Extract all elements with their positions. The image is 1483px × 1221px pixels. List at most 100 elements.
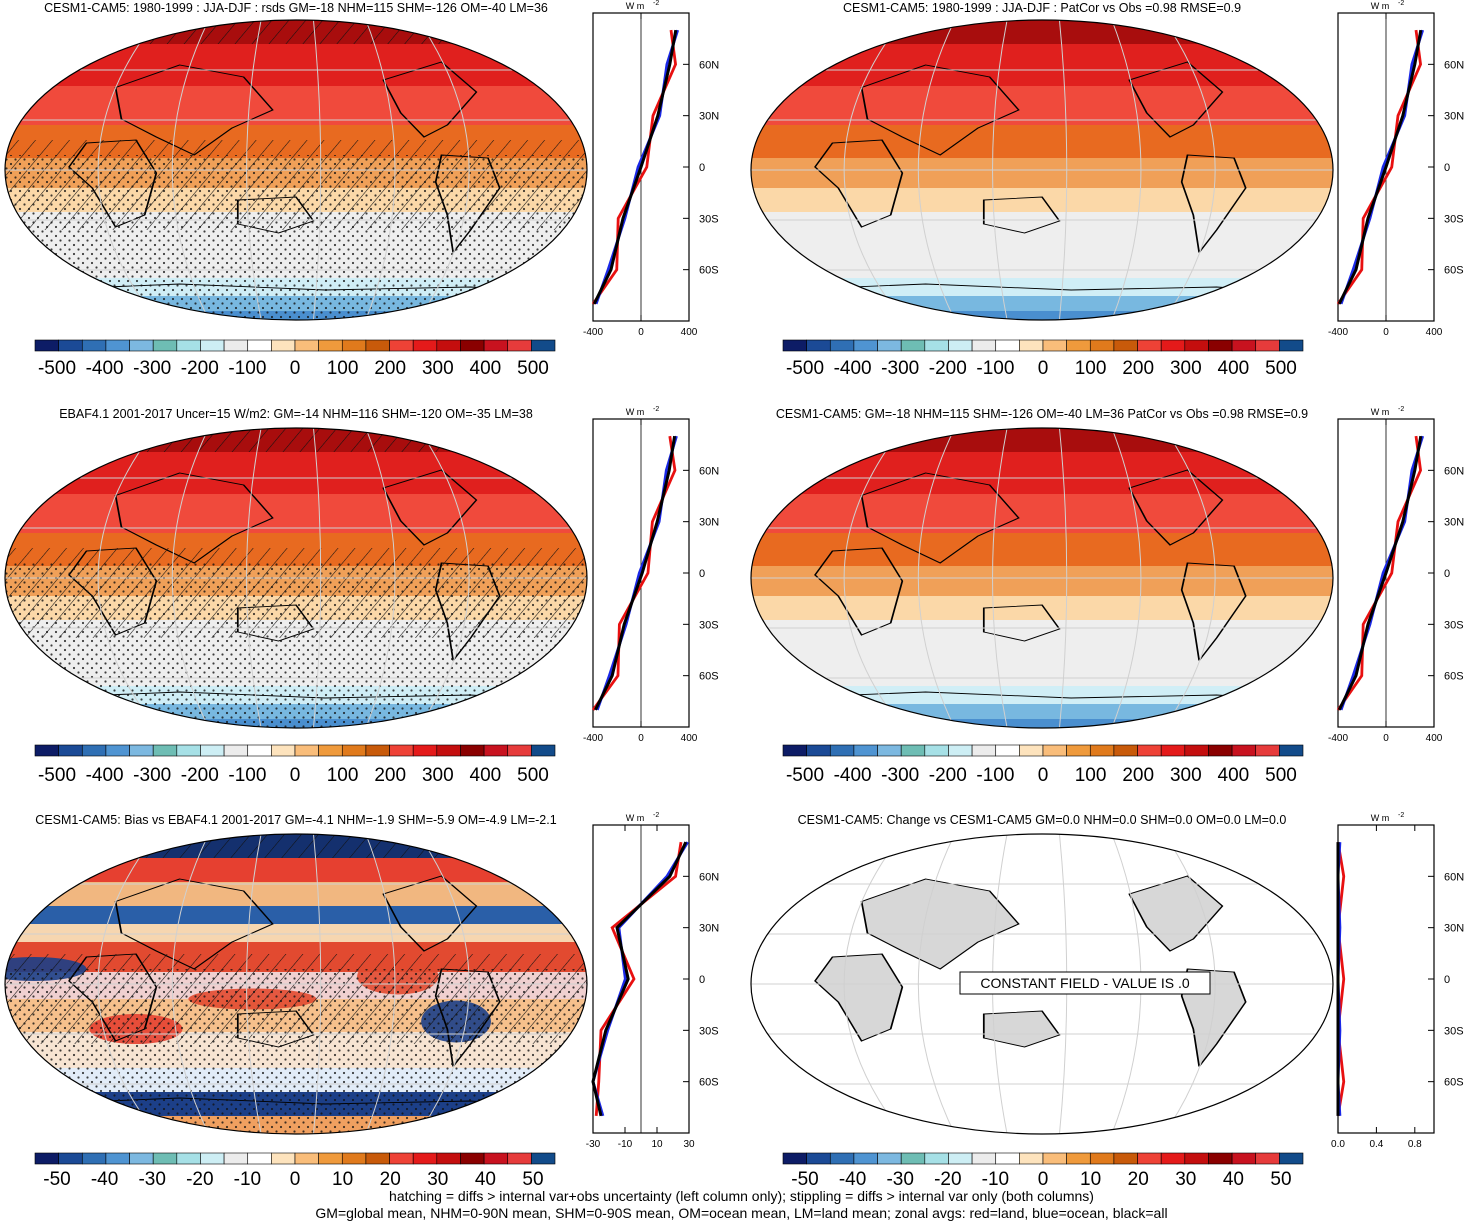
colorbar-tick-label: 50: [1270, 1169, 1291, 1190]
zonal-land-line: [591, 29, 677, 305]
colorbar-swatch: [1255, 339, 1280, 352]
colorbar-tick-label: 500: [517, 765, 549, 786]
colorbar-swatch: [34, 744, 59, 757]
zonal-lat-label: 0: [699, 162, 705, 174]
colorbar-tick-label: -300: [881, 765, 919, 786]
field-band-1: [5, 44, 587, 87]
colorbar-swatch: [900, 744, 926, 757]
colorbar-swatch: [460, 1152, 485, 1165]
zonal-land-line: [1336, 29, 1422, 305]
colorbar-swatch: [1160, 744, 1186, 757]
map-border: [4, 19, 588, 321]
colorbar-swatch: [877, 744, 902, 757]
colorbar-swatch: [412, 744, 438, 757]
zonal-lat-label: 0: [1444, 162, 1450, 174]
zonal-x-tick-label: 0: [1383, 733, 1389, 744]
colorbar-tick-label: 100: [327, 358, 359, 379]
field-band-1: [751, 452, 1333, 495]
colorbar-swatch: [271, 1152, 296, 1165]
colorbar-swatch: [1113, 1152, 1138, 1165]
colorbar-swatch: [531, 744, 556, 757]
panel-title: CESM1-CAM5: Change vs CESM1-CAM5 GM=0.0 …: [798, 813, 1287, 827]
colorbar-tick-label: -20: [934, 1169, 961, 1190]
zonal-x-tick-label: 10: [651, 1139, 663, 1150]
colorbar-tick-label: 0: [290, 765, 301, 786]
colorbar-tick-label: 0: [1038, 1169, 1049, 1190]
colorbar-tick-label: -30: [886, 1169, 913, 1190]
colorbar-swatch: [223, 339, 249, 352]
zonal-land-line: [1336, 435, 1422, 711]
zonal-x-tick-label: 400: [1426, 733, 1443, 744]
colorbar-swatch: [507, 744, 532, 757]
panel-p2: CESM1-CAM5: 1980-1999 : JJA-DJF : PatCor…: [750, 0, 1464, 379]
zonal-lat-label: 30N: [699, 923, 719, 935]
colorbar-tick-label: 500: [1265, 765, 1297, 786]
colorbar-swatch: [1019, 744, 1044, 757]
colorbar-tick-label: 200: [374, 358, 406, 379]
colorbar-swatch: [924, 1152, 949, 1165]
zonal-units-exponent: -2: [1398, 0, 1404, 7]
colorbar-tick-label: 200: [1122, 765, 1154, 786]
panel-title: CESM1-CAM5: 1980-1999 : JJA-DJF : rsds G…: [44, 1, 548, 15]
colorbar-tick-label: 400: [470, 765, 502, 786]
colorbar-swatch: [81, 744, 107, 757]
colorbar-tick-label: 40: [475, 1169, 496, 1190]
colorbar-swatch: [105, 339, 130, 352]
colorbar-swatch: [483, 339, 509, 352]
zonal-lat-label: 30N: [1444, 923, 1464, 935]
zonal-mean-plot: W m -2 -400 0 400 60N 30N 0 30S 60S: [583, 406, 719, 744]
zonal-lat-label: 60N: [1444, 465, 1464, 477]
colorbar-swatch: [971, 339, 997, 352]
zonal-x-tick-label: -400: [583, 733, 603, 744]
colorbar-tick-label: -500: [786, 765, 824, 786]
colorbar-swatch: [58, 744, 83, 757]
zonal-lat-label: 30S: [1444, 1025, 1464, 1037]
field-band-4: [751, 158, 1333, 189]
field-band-3: [751, 533, 1333, 567]
map-border: [4, 833, 588, 1135]
colorbar-swatch: [1042, 744, 1067, 757]
colorbar-tick-label: 10: [1080, 1169, 1101, 1190]
colorbar-swatch: [200, 339, 225, 352]
colorbar-tick-label: 200: [374, 765, 406, 786]
colorbar-tick-label: -500: [38, 765, 76, 786]
zonal-x-tick-label: -400: [583, 327, 603, 338]
zonal-x-tick-label: 0: [638, 733, 644, 744]
zonal-units-exponent: -2: [1398, 406, 1404, 413]
colorbar-swatch: [507, 339, 532, 352]
footnote-means: GM=global mean, NHM=0-90N mean, SHM=0-90…: [315, 1205, 1168, 1221]
colorbar-swatch: [829, 1152, 855, 1165]
panel-title: EBAF4.1 2001-2017 Uncer=15 W/m2: GM=-14 …: [59, 407, 533, 421]
zonal-lat-label: 0: [699, 974, 705, 986]
colorbar-swatch: [877, 339, 902, 352]
field-band-0: [751, 428, 1333, 453]
colorbar-swatch: [1113, 744, 1138, 757]
zonal-lat-label: 0: [699, 568, 705, 580]
colorbar-swatch: [900, 339, 926, 352]
colorbar-tick-label: -300: [133, 765, 171, 786]
colorbar-swatch: [995, 1152, 1020, 1165]
zonal-mean-plot: W m -2 -400 0 400 60N 30N 0 30S 60S: [1328, 0, 1464, 338]
zonal-ocean-line: [1339, 435, 1425, 711]
colorbar-swatch: [1042, 339, 1067, 352]
colorbar-swatch: [389, 744, 414, 757]
panel-p1: CESM1-CAM5: 1980-1999 : JJA-DJF : rsds G…: [4, 0, 719, 379]
zonal-lat-label: 60S: [1444, 265, 1464, 277]
colorbar-swatch: [948, 1152, 973, 1165]
panel-title: CESM1-CAM5: GM=-18 NHM=115 SHM=-126 OM=-…: [776, 407, 1308, 421]
zonal-land-line: [1336, 841, 1346, 1117]
colorbar: -50 -40 -30 -20 -10 0 10 20 30 40 50: [34, 1152, 556, 1190]
colorbar-swatch: [1137, 744, 1162, 757]
zonal-lat-label: 60N: [699, 871, 719, 883]
hatching-tropics: [5, 140, 587, 230]
colorbar-swatch: [152, 339, 178, 352]
colorbar: -50 -40 -30 -20 -10 0 10 20 30 40 50: [782, 1152, 1304, 1190]
zonal-x-tick-label: -400: [1328, 327, 1348, 338]
colorbar-swatch: [1184, 339, 1209, 352]
colorbar-swatch: [81, 1152, 107, 1165]
zonal-x-tick-label: 0.0: [1331, 1139, 1345, 1150]
colorbar-tick-label: 20: [1128, 1169, 1149, 1190]
colorbar-swatch: [436, 1152, 461, 1165]
zonal-x-tick-label: -400: [1328, 733, 1348, 744]
coastline-3: [382, 61, 478, 138]
